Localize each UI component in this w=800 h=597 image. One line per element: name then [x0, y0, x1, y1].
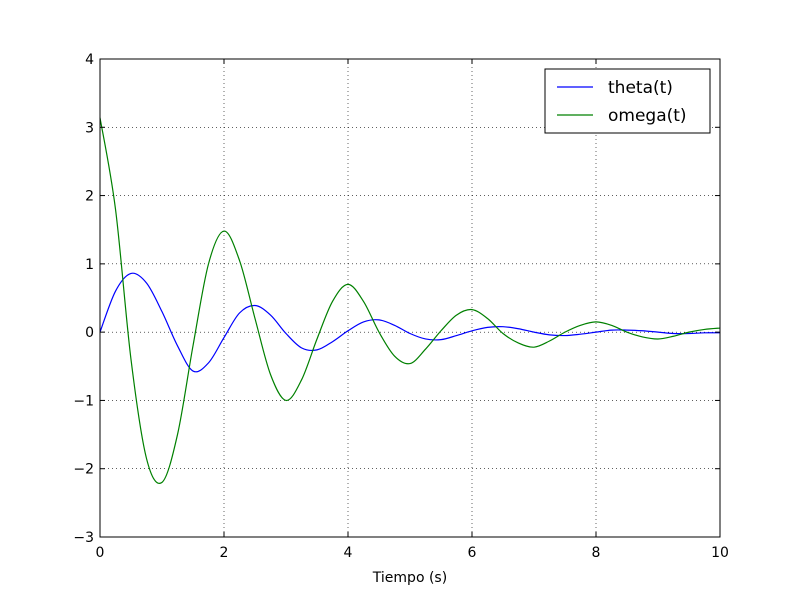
legend-box [544, 68, 711, 134]
x-tick-label: 10 [711, 545, 729, 561]
legend: theta(t) omega(t) [544, 68, 711, 134]
x-tick-label: 8 [592, 545, 601, 561]
y-tick-label: 0 [85, 325, 94, 341]
x-tick-label: 4 [344, 545, 353, 561]
x-tick-label: 6 [468, 545, 477, 561]
series-line-omega-t [99, 117, 721, 484]
x-tick-label: 0 [96, 545, 105, 561]
y-tick-label: −2 [73, 462, 94, 478]
x-tick-label: 2 [220, 545, 229, 561]
series-layer [99, 117, 721, 484]
legend-label-omega-t: omega(t) [608, 106, 687, 126]
ticks: 0 2 4 6 8 10 −3 −2 −1 0 1 2 3 4 [73, 52, 729, 561]
y-tick-label: 2 [85, 189, 94, 205]
plot-frame [99, 58, 721, 538]
y-tick-label: 3 [85, 120, 94, 136]
y-tick-label: 1 [85, 257, 94, 273]
y-tick-label: −1 [73, 393, 94, 409]
legend-label-theta-t: theta(t) [608, 78, 673, 98]
y-tick-label: −3 [73, 530, 94, 546]
y-tick-label: 4 [85, 52, 94, 68]
x-axis-label: Tiempo (s) [372, 570, 447, 586]
series-line-theta-t [99, 272, 721, 373]
